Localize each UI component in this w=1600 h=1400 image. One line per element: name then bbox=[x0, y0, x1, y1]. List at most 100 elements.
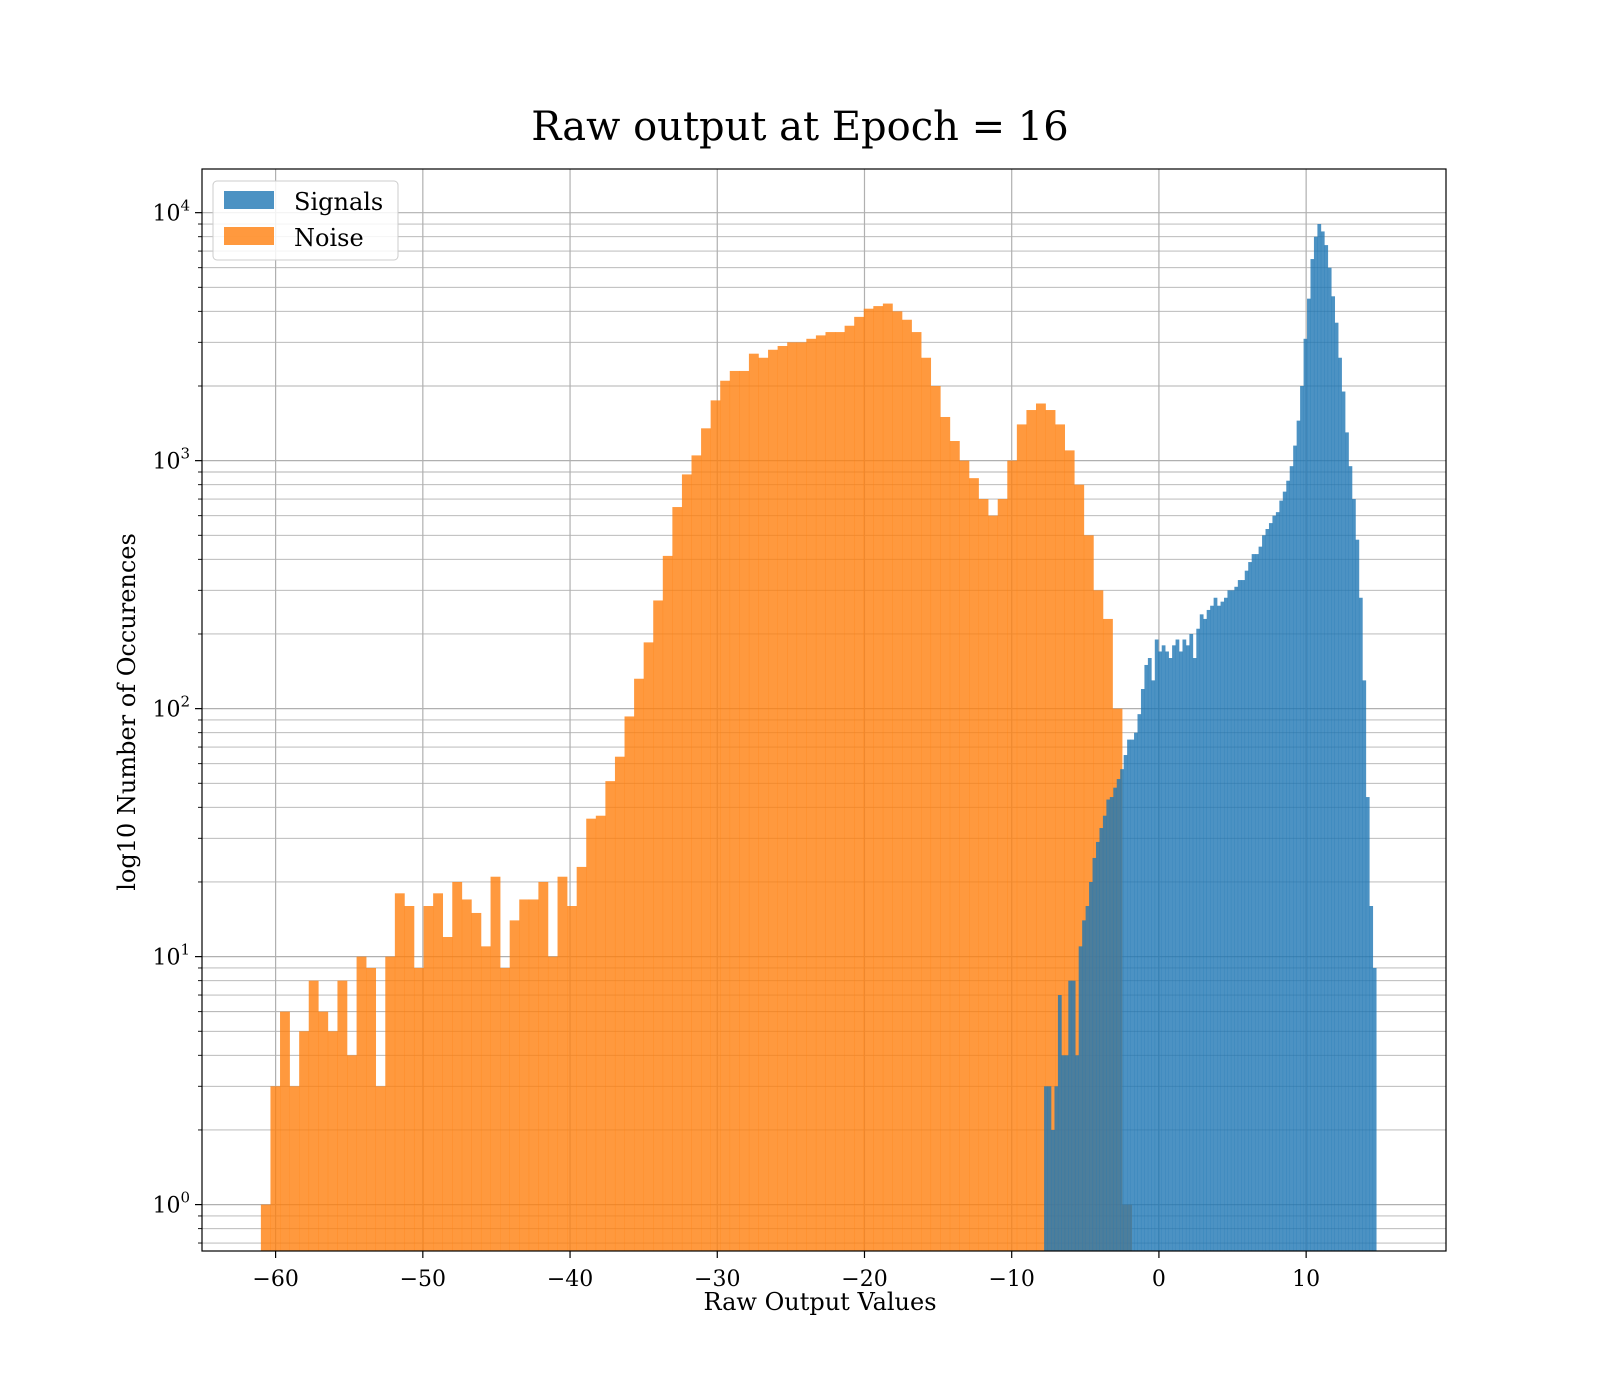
histogram-bar-signals bbox=[1372, 967, 1377, 1251]
histogram-bar-signals bbox=[1158, 651, 1163, 1251]
histogram-bar-noise bbox=[959, 460, 970, 1251]
histogram-bar-signals bbox=[1227, 590, 1232, 1251]
histogram-bar-noise bbox=[337, 980, 348, 1251]
histogram-bar-noise bbox=[366, 967, 377, 1251]
legend-swatch-signals bbox=[224, 191, 274, 209]
histogram-bar-signals bbox=[1182, 639, 1187, 1251]
histogram-bar-signals bbox=[1054, 1086, 1059, 1251]
chart-title: Raw output at Epoch = 16 bbox=[531, 104, 1068, 150]
x-tick-label: 10 bbox=[1292, 1267, 1320, 1292]
histogram-bar-signals bbox=[1327, 267, 1332, 1251]
y-tick-label: 100 bbox=[152, 1189, 190, 1219]
x-tick-label: −60 bbox=[252, 1267, 298, 1292]
histogram-bar-signals bbox=[1331, 296, 1336, 1251]
histogram-bar-noise bbox=[614, 756, 625, 1251]
histogram-bar-noise bbox=[547, 956, 558, 1251]
histogram-bar-signals bbox=[1089, 881, 1093, 1251]
histogram-bar-signals bbox=[1192, 658, 1197, 1251]
histogram-bar-signals bbox=[1206, 609, 1211, 1251]
histogram-bar-signals bbox=[1244, 570, 1249, 1251]
histogram-bar-noise bbox=[672, 507, 683, 1251]
histogram-bar-signals bbox=[1175, 639, 1180, 1251]
histogram-bar-signals bbox=[1223, 597, 1228, 1251]
histogram-bar-signals bbox=[1255, 554, 1259, 1251]
histogram-bar-noise bbox=[634, 678, 644, 1251]
histogram-bar-noise bbox=[471, 912, 482, 1251]
histogram-bar-signals bbox=[1099, 828, 1104, 1251]
histogram-bar-signals bbox=[1199, 614, 1204, 1251]
histogram-bar-signals bbox=[1265, 529, 1270, 1251]
x-tick-label: −50 bbox=[400, 1267, 446, 1292]
y-tick-label: 102 bbox=[152, 693, 190, 723]
histogram-bar-noise bbox=[691, 455, 702, 1251]
histogram-bar-signals bbox=[1296, 420, 1301, 1252]
histogram-bar-signals bbox=[1172, 645, 1176, 1251]
histogram-bar-noise bbox=[681, 474, 692, 1252]
histogram-bar-noise bbox=[643, 642, 654, 1251]
histogram-bar-noise bbox=[586, 818, 597, 1251]
histogram-bar-signals bbox=[1307, 298, 1311, 1251]
histogram-bar-noise bbox=[260, 1204, 271, 1251]
histogram-bar-signals bbox=[1116, 779, 1121, 1251]
histogram-bar-noise bbox=[882, 303, 893, 1251]
histogram-bar-noise bbox=[605, 781, 616, 1251]
histogram-bar-noise bbox=[461, 899, 472, 1251]
histogram-bar-signals bbox=[1213, 597, 1218, 1251]
histogram-bar-noise bbox=[835, 332, 845, 1251]
y-tick-label: 103 bbox=[152, 445, 190, 475]
histogram-bar-signals bbox=[1068, 980, 1073, 1251]
histogram-bar-signals bbox=[1044, 1086, 1048, 1251]
histogram-bar-signals bbox=[1369, 906, 1374, 1251]
histogram-bar-signals bbox=[1120, 769, 1124, 1251]
histogram-bar-noise bbox=[509, 920, 520, 1251]
histogram-bar-signals bbox=[1196, 628, 1201, 1251]
histogram-bar-signals bbox=[1185, 645, 1190, 1251]
histogram-bar-signals bbox=[1251, 554, 1256, 1251]
histogram-bar-noise bbox=[624, 716, 635, 1251]
histogram-bar-signals bbox=[1095, 841, 1100, 1251]
histogram-bar-signals bbox=[1275, 512, 1280, 1251]
histogram-bar-signals bbox=[1237, 580, 1242, 1251]
histogram-bar-noise bbox=[385, 956, 396, 1251]
histogram-bar-noise bbox=[940, 416, 951, 1251]
histogram-bar-noise bbox=[480, 946, 491, 1251]
histogram-bar-noise bbox=[1074, 484, 1085, 1251]
histogram-bar-noise bbox=[490, 876, 501, 1251]
histogram-bar-noise bbox=[662, 555, 673, 1251]
histogram-bar-noise bbox=[710, 400, 721, 1251]
y-tick-label: 104 bbox=[152, 197, 190, 227]
histogram-bar-noise bbox=[413, 967, 424, 1251]
histogram-bar-noise bbox=[911, 332, 922, 1251]
histogram-bar-noise bbox=[442, 936, 453, 1251]
histogram-bar-noise bbox=[1035, 403, 1046, 1252]
histogram-bar-signals bbox=[1051, 1129, 1055, 1251]
histogram-bar-signals bbox=[1168, 658, 1173, 1251]
histogram-bar-signals bbox=[1123, 755, 1128, 1251]
histogram-bar-noise bbox=[519, 899, 530, 1251]
histogram-bar-signals bbox=[1348, 466, 1353, 1251]
bars bbox=[260, 224, 1377, 1252]
histogram-bar-noise bbox=[873, 306, 884, 1251]
histogram-bar-signals bbox=[1341, 391, 1346, 1251]
histogram-bar-signals bbox=[1358, 597, 1363, 1251]
histogram-bar-signals bbox=[1355, 539, 1360, 1251]
histogram-bar-signals bbox=[1300, 386, 1304, 1251]
histogram-bar-signals bbox=[1203, 618, 1207, 1251]
x-tick-label: −40 bbox=[547, 1267, 593, 1292]
histogram-bar-noise bbox=[729, 370, 740, 1251]
y-tick-label: 101 bbox=[152, 941, 190, 971]
histogram-bar-signals bbox=[1248, 562, 1252, 1251]
histogram-bar-noise bbox=[796, 342, 807, 1252]
histogram-bar-signals bbox=[1317, 224, 1322, 1252]
histogram-bar-noise bbox=[1055, 424, 1066, 1251]
histogram-bar-signals bbox=[1352, 499, 1356, 1251]
histogram-bar-signals bbox=[1130, 739, 1135, 1251]
histogram-bar-signals bbox=[1061, 1055, 1066, 1251]
histogram-bar-noise bbox=[270, 1086, 281, 1251]
histogram-bar-noise bbox=[375, 1086, 386, 1251]
histogram-bar-signals bbox=[1147, 658, 1152, 1251]
histogram-bar-signals bbox=[1134, 732, 1138, 1251]
histogram-bar-noise bbox=[557, 876, 568, 1251]
histogram-bar-noise bbox=[538, 881, 549, 1251]
x-tick-label: −30 bbox=[694, 1267, 740, 1292]
